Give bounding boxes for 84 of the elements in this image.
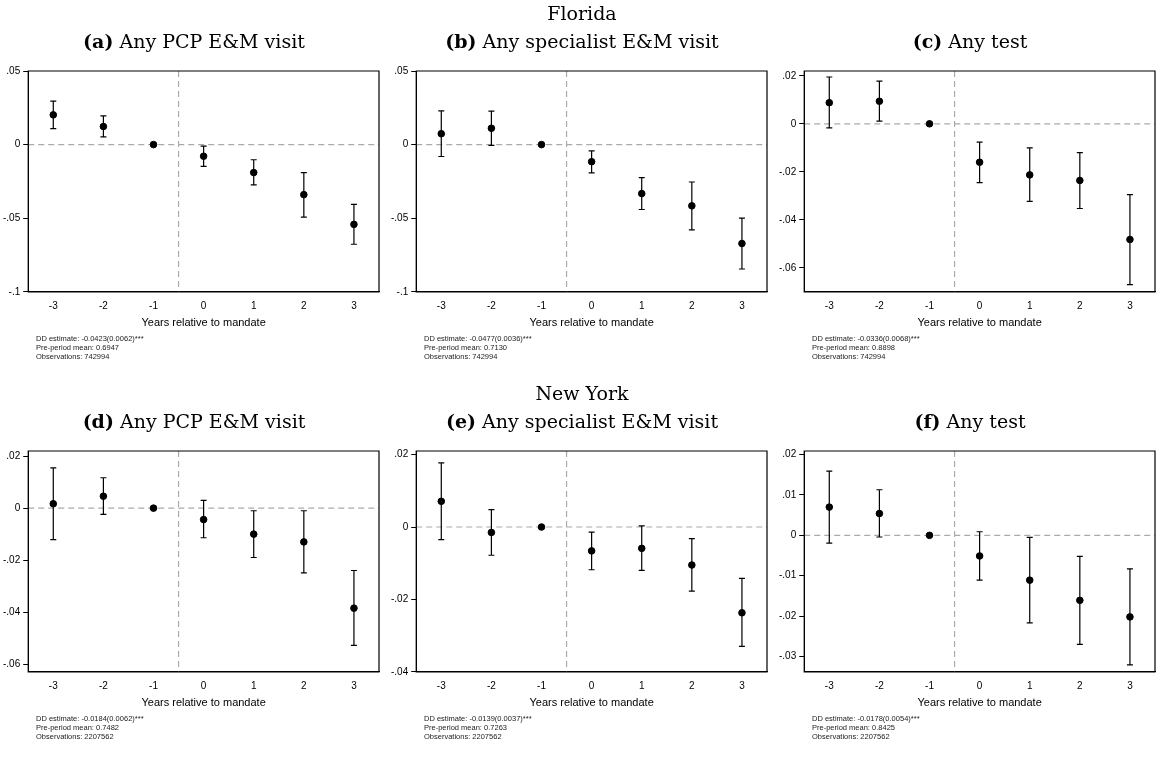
x-tick-label: 2 xyxy=(689,679,696,691)
y-tick-label: -.01 xyxy=(779,569,797,581)
x-tick-label: 2 xyxy=(1077,299,1084,311)
chart-title: (f) Any test xyxy=(913,410,1027,432)
x-tick-label: -2 xyxy=(486,299,497,311)
chart-title: (b) Any specialist E&M visit xyxy=(444,30,720,52)
x-tick-label: 2 xyxy=(689,299,696,311)
y-tick-label: -.02 xyxy=(779,609,797,621)
x-tick-label: 1 xyxy=(1026,679,1033,691)
y-tick-label: 0 xyxy=(790,529,797,541)
x-tick-label: 0 xyxy=(200,679,207,691)
y-tick-label: .05 xyxy=(6,64,21,76)
x-tick-label: 3 xyxy=(351,679,358,691)
x-tick-label: -3 xyxy=(436,679,447,691)
y-tick-label: .01 xyxy=(782,488,797,500)
y-tick-label: .02 xyxy=(394,448,409,460)
y-tick-label: 0 xyxy=(14,138,21,150)
y-tick-label: -.1 xyxy=(396,285,409,297)
x-tick-label: 2 xyxy=(301,679,308,691)
x-axis-title: Years relative to mandate xyxy=(141,316,266,329)
chart-title: (c) Any test xyxy=(911,30,1029,52)
x-axis-title: Years relative to mandate xyxy=(917,696,1042,709)
x-tick-label: 3 xyxy=(1127,679,1134,691)
x-tick-label: -3 xyxy=(436,299,447,311)
x-tick-label: -3 xyxy=(48,679,59,691)
chart-title: (d) Any PCP E&M visit xyxy=(81,410,307,432)
y-tick-label: -.04 xyxy=(779,213,797,225)
x-tick-label: 0 xyxy=(588,679,595,691)
chart-title: (e) Any specialist E&M visit xyxy=(444,410,720,432)
y-tick-label: .02 xyxy=(6,449,21,461)
y-tick-label: -.06 xyxy=(779,261,797,273)
x-tick-label: -1 xyxy=(149,679,159,691)
x-tick-label: -3 xyxy=(824,299,835,311)
y-tick-label: -.1 xyxy=(8,285,21,297)
x-tick-label: -2 xyxy=(874,299,885,311)
x-tick-label: -2 xyxy=(98,679,109,691)
x-tick-label: 3 xyxy=(1127,299,1134,311)
x-tick-label: 1 xyxy=(638,679,645,691)
x-tick-label: 3 xyxy=(351,299,358,311)
x-tick-label: 3 xyxy=(739,299,746,311)
y-tick-label: -.02 xyxy=(391,593,409,605)
y-tick-label: .02 xyxy=(782,448,797,460)
x-tick-label: -2 xyxy=(486,679,497,691)
y-tick-label: -.03 xyxy=(779,650,797,662)
y-tick-label: 0 xyxy=(790,117,797,129)
y-tick-label: .05 xyxy=(394,64,409,76)
x-tick-label: 1 xyxy=(250,679,257,691)
x-tick-label: 0 xyxy=(976,299,983,311)
x-tick-label: 1 xyxy=(1026,299,1033,311)
x-tick-label: 1 xyxy=(250,299,257,311)
x-tick-label: -1 xyxy=(925,679,935,691)
y-tick-label: -.04 xyxy=(391,665,409,677)
x-tick-label: 0 xyxy=(976,679,983,691)
x-axis-title: Years relative to mandate xyxy=(529,696,654,709)
y-tick-label: 0 xyxy=(14,501,21,513)
x-tick-label: 3 xyxy=(739,679,746,691)
x-tick-label: -2 xyxy=(874,679,885,691)
x-tick-label: -3 xyxy=(48,299,59,311)
x-tick-label: 0 xyxy=(200,299,207,311)
x-axis-title: Years relative to mandate xyxy=(917,316,1042,329)
x-axis-title: Years relative to mandate xyxy=(141,696,266,709)
x-tick-label: 1 xyxy=(638,299,645,311)
x-tick-label: -1 xyxy=(149,299,159,311)
x-tick-label: 0 xyxy=(588,299,595,311)
y-tick-label: -.02 xyxy=(779,165,797,177)
x-tick-label: 2 xyxy=(1077,679,1084,691)
x-tick-label: -3 xyxy=(824,679,835,691)
y-tick-label: -.05 xyxy=(391,211,409,223)
chart-subtitle: Florida xyxy=(546,2,618,24)
y-tick-label: -.02 xyxy=(3,553,21,565)
y-tick-label: 0 xyxy=(402,138,409,150)
x-tick-label: -1 xyxy=(537,679,547,691)
x-tick-label: -1 xyxy=(925,299,935,311)
y-tick-label: -.06 xyxy=(3,657,21,669)
y-tick-label: -.05 xyxy=(3,211,21,223)
x-axis-title: Years relative to mandate xyxy=(529,316,654,329)
x-tick-label: -2 xyxy=(98,299,109,311)
x-tick-label: 2 xyxy=(301,299,308,311)
y-tick-label: .02 xyxy=(782,69,797,81)
chart-subtitle: New York xyxy=(534,382,630,404)
x-tick-label: -1 xyxy=(537,299,547,311)
chart-title: (a) Any PCP E&M visit xyxy=(82,30,306,52)
y-tick-label: 0 xyxy=(402,520,409,532)
y-tick-label: -.04 xyxy=(3,605,21,617)
